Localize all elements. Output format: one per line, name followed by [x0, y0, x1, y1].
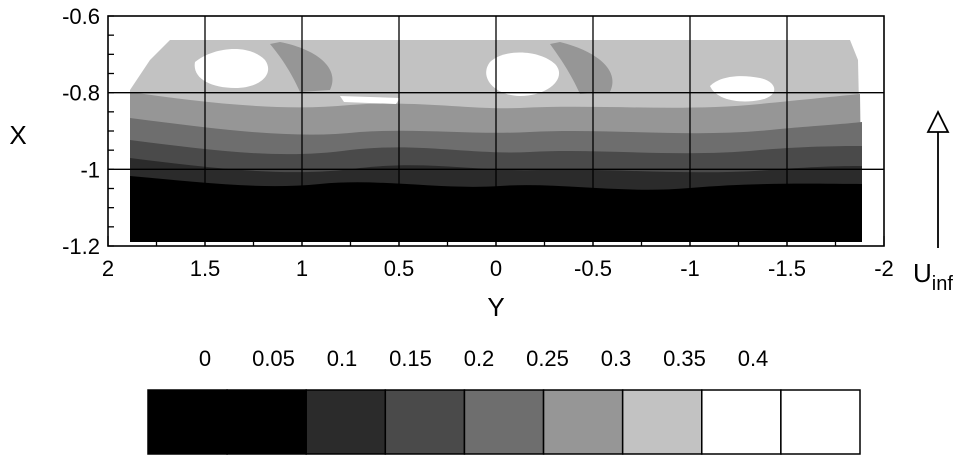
y-tick-label: -0.8: [62, 81, 100, 106]
contour-island-high-1: [194, 48, 269, 88]
colorbar-swatch: [621, 389, 703, 455]
colorbar-swatch: [701, 389, 782, 455]
flow-arrow-head: [926, 109, 950, 133]
colorbar-label: 0: [199, 346, 211, 371]
colorbar-label: 0.1: [327, 346, 358, 371]
contour-island-high-4: [340, 96, 400, 104]
colorbar-label: 0.3: [601, 346, 632, 371]
colorbar-swatch: [226, 389, 307, 455]
flow-arrow: Uinf: [913, 109, 953, 295]
colorbar-label: 0.35: [663, 346, 706, 371]
colorbar-swatch: [463, 389, 545, 455]
contour-region-wake-0.25b: [550, 42, 613, 94]
x-tick-label: 0: [490, 256, 502, 281]
x-tick-label: 0.5: [384, 256, 415, 281]
colorbar-swatch: [305, 389, 387, 455]
x-tick-label: -2: [874, 256, 894, 281]
colorbar-swatch: [780, 389, 861, 455]
colorbar-label: 0.4: [738, 346, 769, 371]
y-tick-label: -1.2: [62, 234, 100, 259]
grid-lines: [108, 16, 884, 246]
contour-island-high-3: [710, 76, 775, 102]
contour-island-high-2: [486, 52, 560, 96]
colorbar-swatch: [542, 389, 624, 455]
x-axis-title: Y: [487, 292, 504, 322]
colorbar-swatch: [384, 389, 466, 455]
colorbar-label: 0.15: [389, 346, 432, 371]
axes: 2 1.5 1 0.5 0 -0.5 -1 -1.5 -2 -0.6 -0.8 -1 -1.2 Y X: [9, 4, 893, 322]
x-tick-label: -1.5: [768, 256, 806, 281]
y-axis-title: X: [9, 120, 26, 150]
x-tick-label: -0.5: [574, 256, 612, 281]
colorbar-swatch: [147, 389, 228, 455]
contour-region-wake-0.25: [270, 42, 333, 92]
x-tick-label: 1.5: [190, 256, 221, 281]
colorbar-label: 0.25: [526, 346, 569, 371]
flow-arrow-label: Uinf: [913, 258, 953, 295]
x-tick-label: 2: [102, 256, 114, 281]
colorbar-label: 0.05: [252, 346, 295, 371]
y-tick-label: -0.6: [62, 4, 100, 29]
x-tick-label: -1: [680, 256, 700, 281]
x-tick-label: 1: [296, 256, 308, 281]
colorbar-label: 0.2: [464, 346, 495, 371]
y-tick-label: -1: [80, 157, 100, 182]
colorbar: 0 0.05 0.1 0.15 0.2 0.25 0.3 0.35 0.4: [147, 346, 861, 455]
